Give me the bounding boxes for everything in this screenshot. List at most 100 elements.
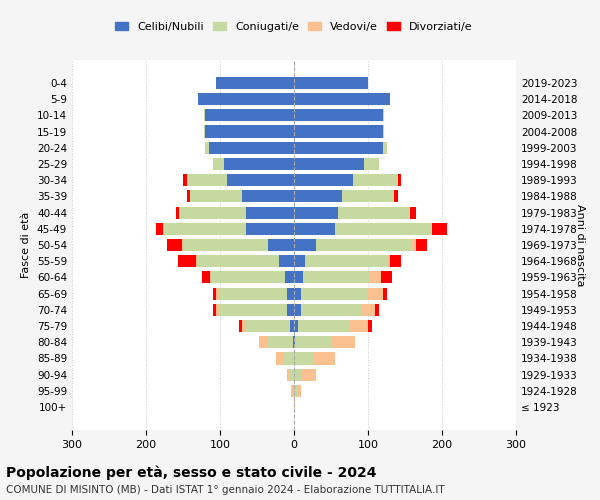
Bar [294,336,295,348]
Bar [380,272,392,283]
Bar [217,304,220,316]
Bar [383,109,384,122]
Bar [301,304,361,316]
Bar [332,336,355,348]
Bar [368,288,383,300]
Bar [246,206,294,218]
Bar [287,368,290,381]
Bar [224,158,294,170]
Bar [163,222,164,235]
Bar [294,174,353,186]
Bar [183,239,268,251]
Bar [212,288,216,300]
Bar [196,255,198,268]
Bar [176,206,179,218]
Bar [246,222,294,235]
Bar [370,272,380,283]
Bar [205,109,294,122]
Bar [316,239,412,251]
Bar [298,320,349,332]
Bar [386,255,390,268]
Bar [294,77,368,89]
Bar [204,109,205,122]
Bar [368,320,372,332]
Bar [204,126,205,138]
Bar [294,304,301,316]
Bar [155,222,163,235]
Bar [313,352,335,364]
Text: Popolazione per età, sesso e stato civile - 2024: Popolazione per età, sesso e stato civil… [6,465,377,479]
Bar [290,368,294,381]
Bar [183,174,187,186]
Bar [294,109,383,122]
Bar [220,304,287,316]
Bar [303,272,370,283]
Y-axis label: Anni di nascita: Anni di nascita [575,204,584,286]
Bar [294,255,305,268]
Bar [383,126,384,138]
Bar [364,158,379,170]
Bar [342,190,394,202]
Y-axis label: Fasce di età: Fasce di età [22,212,31,278]
Bar [266,336,293,348]
Bar [431,222,433,235]
Bar [295,336,332,348]
Bar [294,401,295,413]
Bar [268,239,294,251]
Bar [390,255,401,268]
Bar [227,174,294,186]
Bar [285,272,294,283]
Bar [211,272,285,283]
Bar [217,288,220,300]
Bar [202,272,209,283]
Bar [198,255,279,268]
Bar [179,206,246,218]
Bar [287,304,294,316]
Bar [294,239,316,251]
Bar [294,320,298,332]
Bar [301,368,316,381]
Bar [167,239,182,251]
Bar [338,206,409,218]
Bar [394,190,398,202]
Bar [178,255,196,268]
Bar [187,174,227,186]
Bar [279,255,294,268]
Bar [212,304,216,316]
Bar [293,336,294,348]
Bar [239,320,242,332]
Bar [164,222,246,235]
Bar [294,190,342,202]
Bar [198,93,294,105]
Bar [349,320,368,332]
Bar [294,126,383,138]
Bar [416,239,427,251]
Text: COMUNE DI MISINTO (MB) - Dati ISTAT 1° gennaio 2024 - Elaborazione TUTTITALIA.IT: COMUNE DI MISINTO (MB) - Dati ISTAT 1° g… [6,485,445,495]
Bar [409,206,410,218]
Bar [187,190,190,202]
Bar [383,288,386,300]
Bar [242,190,294,202]
Bar [291,385,293,397]
Bar [305,255,386,268]
Bar [376,304,379,316]
Bar [294,368,301,381]
Bar [298,385,301,397]
Bar [294,352,313,364]
Bar [294,288,301,300]
Bar [294,222,335,235]
Bar [294,142,383,154]
Bar [301,288,368,300]
Bar [294,385,298,397]
Bar [433,222,447,235]
Bar [383,142,386,154]
Bar [220,288,287,300]
Bar [335,222,431,235]
Bar [259,336,266,348]
Bar [294,206,338,218]
Bar [290,320,294,332]
Bar [275,352,283,364]
Bar [293,385,294,397]
Bar [212,158,224,170]
Bar [412,239,416,251]
